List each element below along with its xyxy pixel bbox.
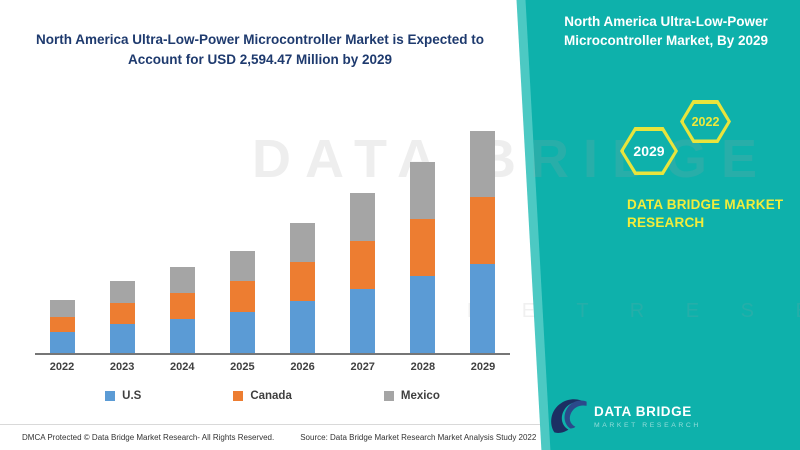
stacked-bar-2024 [169, 267, 195, 353]
bar-column-2024 [161, 267, 203, 353]
footer: DMCA Protected © Data Bridge Market Rese… [0, 424, 540, 450]
bar-segment-canada-2026 [290, 262, 316, 301]
chart-title: North America Ultra-Low-Power Microcontr… [35, 32, 485, 67]
bar-segment-mexico-2022 [49, 300, 75, 317]
bar-segment-mexico-2025 [229, 251, 255, 281]
bar-segment-us-2026 [290, 301, 316, 353]
x-axis-label-2023: 2023 [109, 361, 135, 373]
bar-segment-canada-2028 [410, 219, 436, 276]
bar-segment-us-2024 [169, 319, 195, 353]
legend-swatch [383, 391, 394, 401]
bar-segment-canada-2027 [350, 241, 376, 289]
x-labels-row: 2022 2023 2024 2025 2026 2027 2028 2029 [35, 361, 510, 373]
bar-segment-canada-2029 [470, 197, 496, 264]
bar-segment-mexico-2027 [350, 193, 376, 241]
bar-segment-mexico-2029 [470, 131, 496, 197]
bar-segment-canada-2023 [109, 303, 135, 324]
bar-column-2028 [402, 162, 444, 353]
panel-title: North America Ultra-Low-Power Microcontr… [563, 14, 769, 48]
bar-segment-us-2025 [229, 312, 255, 353]
legend-item-canada: Canada [233, 390, 292, 402]
legend-swatch [105, 391, 116, 401]
bar-column-2029 [462, 131, 504, 353]
x-axis-label-2029: 2029 [470, 361, 496, 373]
legend-label: U.S [122, 390, 142, 402]
bar-segment-us-2023 [109, 324, 135, 353]
bar-segment-us-2028 [410, 276, 436, 353]
hexagon-2029-label: 2029 [623, 130, 675, 172]
x-axis-label-2027: 2027 [350, 361, 375, 373]
bar-column-2027 [342, 193, 384, 353]
bars-row [35, 115, 510, 355]
bar-column-2022 [41, 300, 83, 353]
bar-column-2023 [101, 281, 143, 353]
x-axis-label-2024: 2024 [170, 361, 195, 373]
source-note: Source: Data Bridge Market Research Mark… [300, 433, 537, 442]
bar-segment-us-2022 [49, 332, 75, 353]
bar-segment-mexico-2026 [290, 223, 316, 262]
stacked-bar-2028 [410, 162, 436, 353]
bar-segment-us-2029 [470, 264, 496, 353]
legend-label: Canada [250, 390, 292, 402]
logo-swoosh-icon [546, 396, 588, 443]
stacked-bar-2027 [350, 193, 376, 353]
legend: U.S Canada Mexico [35, 390, 510, 402]
brand-name: DATA BRIDGE MARKET RESEARCH [627, 197, 784, 231]
hexagon-2022-label: 2022 [683, 103, 728, 140]
x-axis-label-2028: 2028 [410, 361, 436, 373]
logo-text: DATA BRIDGE MARKET RESEARCH [594, 404, 701, 429]
legend-label: Mexico [400, 390, 440, 402]
stacked-bar-2025 [229, 251, 255, 353]
bar-segment-canada-2024 [169, 293, 195, 319]
bar-segment-canada-2022 [49, 317, 75, 332]
brand-panel-background [525, 0, 800, 450]
dmca-notice: DMCA Protected © Data Bridge Market Rese… [22, 433, 275, 442]
x-axis-label-2022: 2022 [49, 361, 75, 373]
stacked-bar-2029 [470, 131, 496, 353]
bar-segment-mexico-2028 [410, 162, 436, 219]
hexagon-2029: 2029 [620, 127, 678, 175]
logo-name: DATA BRIDGE [594, 404, 692, 419]
bar-segment-mexico-2024 [169, 267, 195, 293]
stacked-bar-2022 [49, 300, 75, 353]
bar-column-2026 [282, 223, 324, 353]
bar-segment-us-2027 [350, 289, 376, 353]
logo: DATA BRIDGE MARKET RESEARCH [546, 396, 701, 443]
logo-subtitle: MARKET RESEARCH [594, 422, 701, 429]
bar-segment-mexico-2023 [109, 281, 135, 303]
stacked-bar-2023 [109, 281, 135, 353]
stacked-bar-2026 [290, 223, 316, 353]
bar-column-2025 [221, 251, 263, 353]
legend-item-mexico: Mexico [383, 390, 440, 402]
x-axis-label-2026: 2026 [290, 361, 315, 373]
legend-swatch [233, 391, 244, 401]
bar-segment-canada-2025 [229, 281, 255, 312]
x-axis-label-2025: 2025 [230, 361, 255, 373]
legend-item-us: U.S [105, 390, 141, 402]
